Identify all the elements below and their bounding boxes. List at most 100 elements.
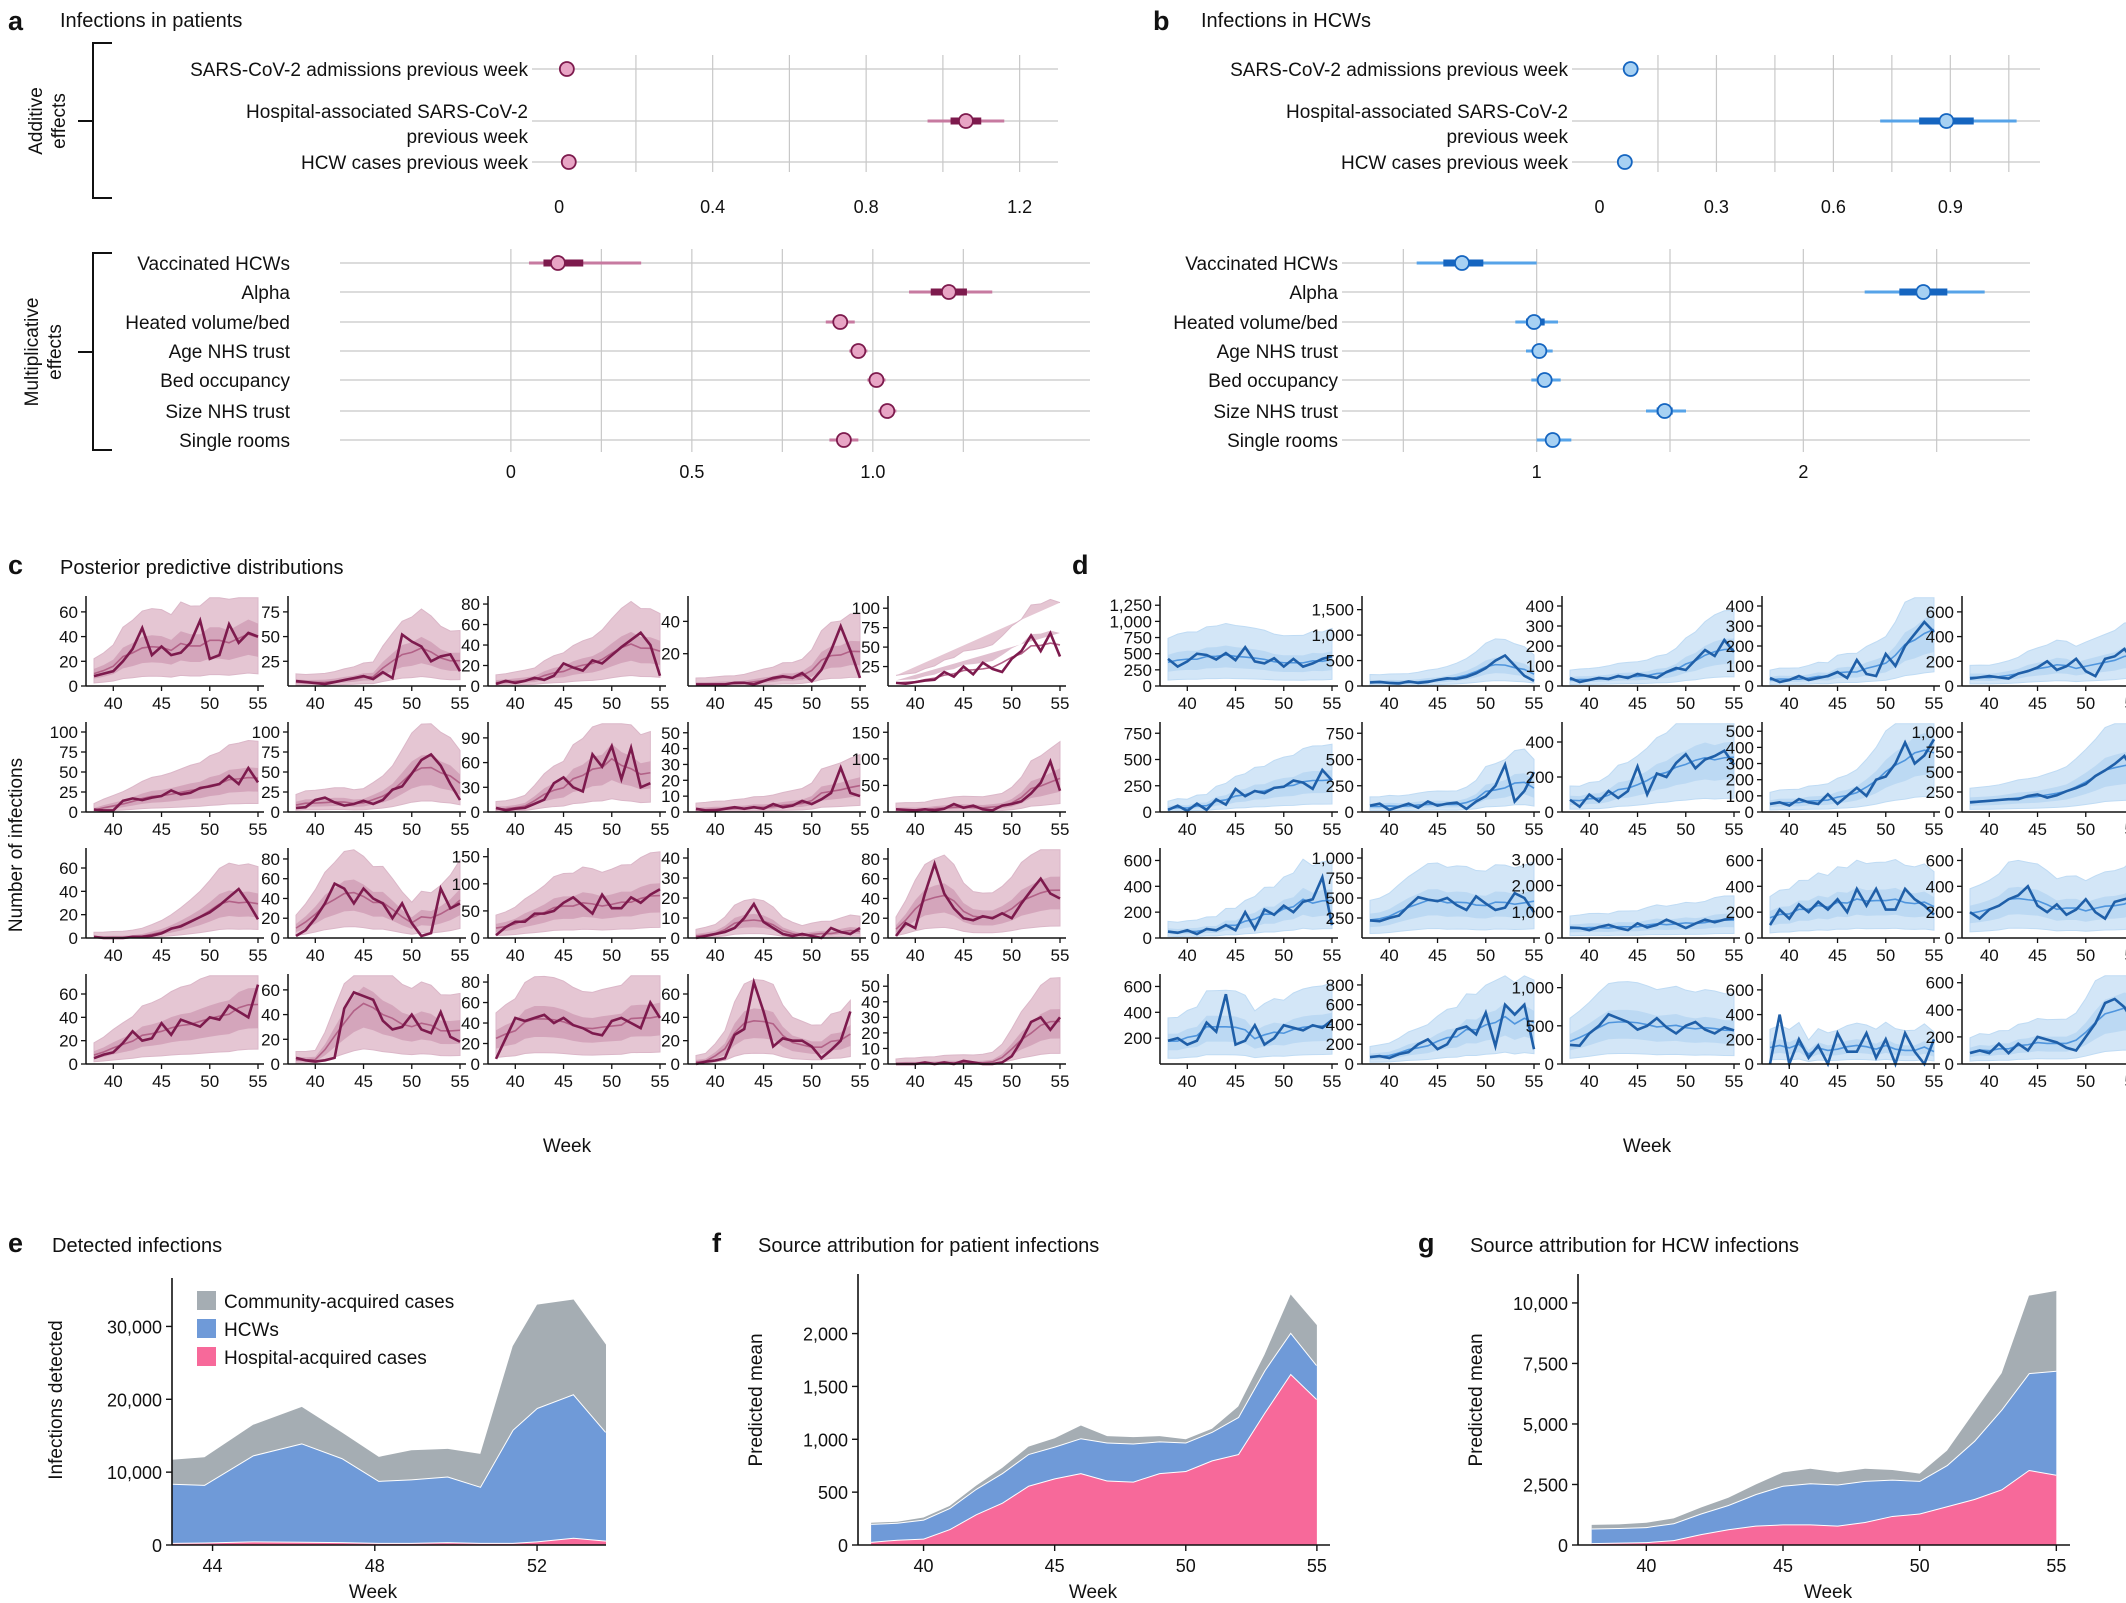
forest-tick-label: 2 (1798, 462, 1808, 482)
group-label-additive-2: effects (49, 93, 70, 149)
observed-line (1569, 1012, 1735, 1048)
x-tick-label: 55 (851, 694, 870, 713)
x-tick-label: 45 (554, 694, 573, 713)
small-multiple-20: 0 200 400 600 40 45 50 55 (1926, 974, 2126, 1091)
y-tick-label: 40 (661, 612, 680, 631)
observed-line (93, 765, 260, 812)
y-tick-label: 40 (861, 889, 880, 908)
y-tick-label: 20 (261, 909, 280, 928)
panel-letter-b: b (1153, 6, 1170, 36)
x-tick-label: 45 (1773, 1556, 1793, 1576)
observed-line (295, 990, 461, 1063)
y-tick-label: 0 (1945, 803, 1954, 822)
observed-line (1969, 754, 2126, 804)
x-tick-label: 45 (1628, 694, 1647, 713)
small-multiple-19: 0 200 400 600 40 45 50 55 (1726, 974, 1943, 1091)
ppd-median-line (495, 894, 661, 929)
area-hospital-acquired (1591, 1469, 2057, 1545)
y-tick-label: 75 (261, 603, 280, 622)
x-tick-label: 55 (1525, 820, 1544, 839)
y-tick-label: 2,000 (1511, 877, 1554, 896)
x-tick-label: 45 (1828, 946, 1847, 965)
y-tick-label: 50 (261, 763, 280, 782)
y-tick-label: 400 (1726, 597, 1754, 616)
x-tick-label: 55 (2125, 820, 2126, 839)
forest-row-label: Alpha (241, 283, 290, 304)
y-tick-label: 200 (1726, 1030, 1754, 1049)
forest-row-label: Alpha (1289, 283, 1338, 304)
forest-row-label: Hospital-associated SARS-CoV-2 (1286, 102, 1568, 123)
x-tick-label: 45 (354, 946, 373, 965)
y-tick-label: 40 (661, 849, 680, 868)
x-tick-label: 40 (1980, 694, 1999, 713)
y-tick-label: 400 (1526, 733, 1554, 752)
small-multiple-15: 0 200 400 600 40 45 50 55 (1926, 848, 2126, 965)
x-tick-label: 45 (754, 1072, 773, 1091)
observed-line (495, 742, 651, 812)
ppd-band-95 (895, 740, 1061, 812)
small-multiple-7: 0 250 500 750 40 45 50 55 (1326, 722, 1544, 839)
y-tick-label: 300 (1726, 755, 1754, 774)
panel-letter-f: f (712, 1228, 722, 1258)
ppd-band-95 (295, 723, 461, 811)
panel-title-a: Infections in patients (60, 10, 242, 32)
y-tick-label: 400 (1526, 597, 1554, 616)
observed-line (894, 859, 1061, 937)
y-tick-label: 0 (69, 1055, 78, 1074)
ppd-band-50 (1168, 887, 1332, 935)
x-tick-label: 50 (802, 694, 821, 713)
y-tick-label: 0 (871, 1055, 880, 1074)
y-tick-label: 40 (59, 882, 78, 901)
y-tick-label: 40 (661, 1008, 680, 1027)
observed-line (695, 977, 852, 1066)
y-tick-label: 500 (1326, 652, 1354, 671)
y-tick-label: 0 (1558, 1536, 1568, 1556)
y-tick-label: 25 (861, 658, 880, 677)
y-tick-label: 500 (1326, 751, 1354, 770)
y-tick-label: 75 (261, 743, 280, 762)
observed-line (695, 901, 861, 940)
y-tick-label: 0 (1545, 803, 1554, 822)
small-multiple-14: 0 200 400 600 40 45 50 55 (1726, 848, 1943, 965)
legend-swatch-hcws (197, 1319, 216, 1338)
area-chart-e: 0 10,000 20,000 30,000 44 48 52 (107, 1278, 607, 1576)
x-tick-label: 40 (506, 946, 525, 965)
forest-point (560, 154, 577, 170)
x-tick-label: 55 (2046, 1556, 2066, 1576)
x-tick-label: 40 (1178, 1072, 1197, 1091)
x-tick-label: 40 (906, 694, 925, 713)
ppd-band-50 (1168, 645, 1332, 673)
small-multiple-2: 25 50 75 40 45 50 55 (261, 596, 469, 713)
x-tick-label: 45 (554, 1072, 573, 1091)
forest-row-label: Bed occupancy (160, 371, 290, 392)
y-tick-label: 1,500 (1311, 601, 1354, 620)
x-tick-label: 45 (2028, 1072, 2047, 1091)
panel-g-ylabel: Predicted mean (1466, 1333, 1487, 1466)
x-tick-label: 40 (1780, 694, 1799, 713)
x-tick-label: 45 (754, 820, 773, 839)
x-tick-label: 45 (754, 946, 773, 965)
y-tick-label: 60 (261, 981, 280, 1000)
x-tick-label: 50 (200, 694, 219, 713)
forest-plot-a-additive: SARS-CoV-2 admissions previous week Hospi… (190, 55, 1058, 217)
y-tick-label: 500 (1124, 751, 1152, 770)
y-tick-label: 10,000 (1513, 1294, 1568, 1314)
y-tick-label: 20 (59, 652, 78, 671)
forest-tick-label: 0 (506, 462, 516, 482)
observed-line (1369, 760, 1536, 812)
y-tick-label: 40 (461, 1014, 480, 1033)
y-tick-label: 0 (1545, 1055, 1554, 1074)
y-tick-label: 600 (1726, 851, 1754, 870)
y-tick-label: 1,000 (803, 1430, 848, 1450)
y-tick-label: 40 (661, 740, 680, 759)
y-tick-label: 25 (261, 783, 280, 802)
x-tick-label: 50 (1876, 694, 1895, 713)
